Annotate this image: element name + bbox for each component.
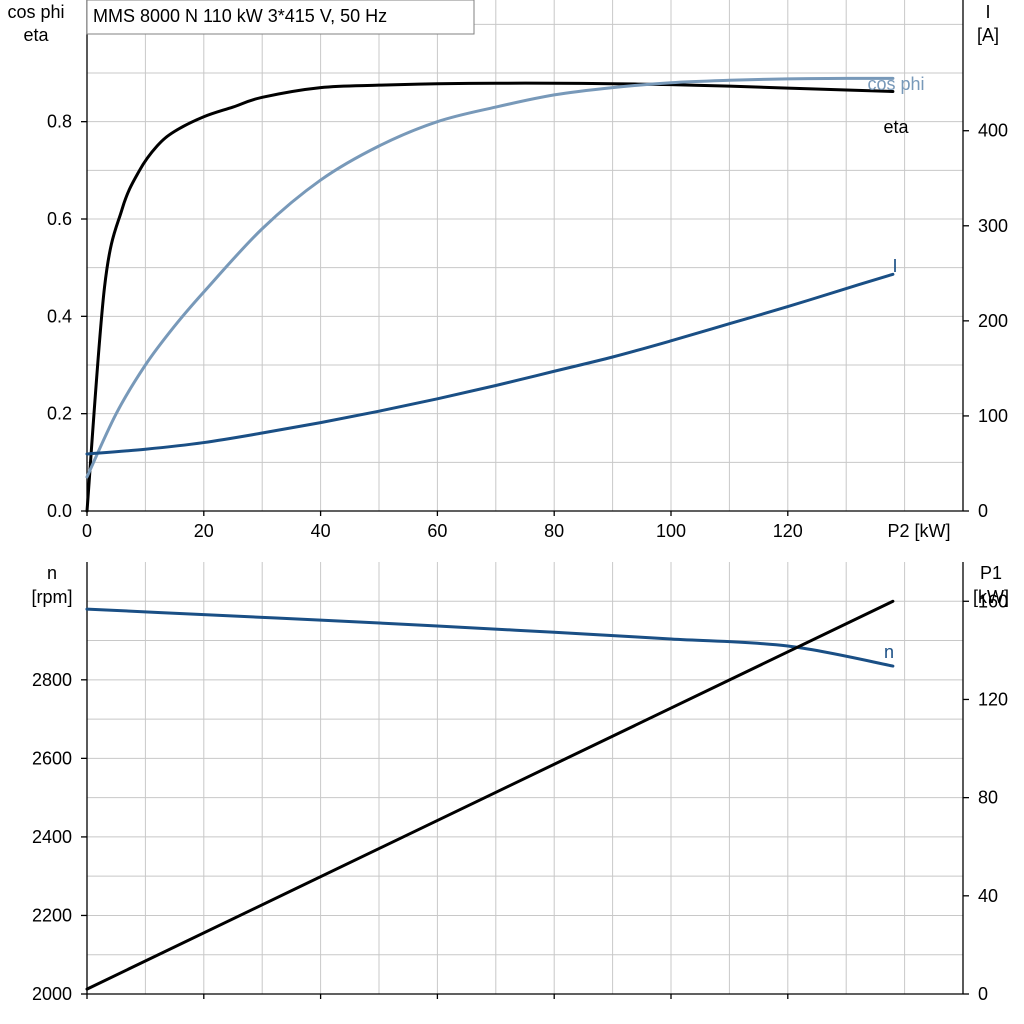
x-tick-label: 20 <box>194 521 214 541</box>
power-input-curve <box>85 599 895 991</box>
right-tick-label: 0 <box>978 501 988 521</box>
right-tick-label: 40 <box>978 886 998 906</box>
left-axis-label: cos phi <box>7 2 64 22</box>
left-axis-label: n <box>47 563 57 583</box>
chart-title: MMS 8000 N 110 kW 3*415 V, 50 Hz <box>93 6 387 26</box>
right-axis-label: [A] <box>977 25 999 45</box>
right-tick-label: 160 <box>978 591 1008 611</box>
x-axis-label: P2 [kW] <box>887 521 950 541</box>
left-axis-label: eta <box>23 25 49 45</box>
series-label-i: I <box>892 256 897 276</box>
top-chart-efficiency-current: 0.0 0.2 0.4 0.6 0.8 0 100 200 300 400 0 20 40 60 80 100… <box>7 0 1008 541</box>
x-tick-label: 80 <box>544 521 564 541</box>
right-axis-label: P1 <box>980 563 1002 583</box>
right-tick-label: 100 <box>978 406 1008 426</box>
left-tick-label: 0.2 <box>47 404 72 424</box>
x-tick-label: 0 <box>82 521 92 541</box>
x-tick-label: 120 <box>773 521 803 541</box>
left-tick-label: 2000 <box>32 984 72 1004</box>
left-axis-label: [rpm] <box>31 587 72 607</box>
left-tick-label: 0.0 <box>47 501 72 521</box>
eta-curve <box>85 81 895 513</box>
right-tick-label: 200 <box>978 311 1008 331</box>
right-axis-label: [kW] <box>973 587 1009 607</box>
cos-phi-curve <box>85 76 895 479</box>
i-curve <box>85 272 895 456</box>
series-label-n: n <box>884 642 894 662</box>
left-tick-label: 0.8 <box>47 112 72 132</box>
right-tick-label: 80 <box>978 788 998 808</box>
x-tick-label: 100 <box>656 521 686 541</box>
left-tick-label: 2800 <box>32 670 72 690</box>
right-tick-label: 120 <box>978 689 1008 709</box>
n-curve <box>85 607 895 668</box>
left-tick-label: 0.4 <box>47 306 72 326</box>
series-label-cos-phi: cos phi <box>867 74 924 94</box>
title-box <box>86 0 475 35</box>
right-axis-label: I <box>985 2 990 22</box>
right-tick-label: 0 <box>978 984 988 1004</box>
left-tick-label: 2400 <box>32 827 72 847</box>
series-label-eta: eta <box>883 117 909 137</box>
right-tick-label: 400 <box>978 121 1008 141</box>
left-tick-label: 2600 <box>32 748 72 768</box>
x-tick-label: 40 <box>311 521 331 541</box>
bottom-chart-speed-power: 2000 2200 2400 2600 2800 0 40 80 120 160 n [rpm] P1 [… <box>31 562 1009 1004</box>
left-tick-label: 2200 <box>32 905 72 925</box>
right-tick-label: 300 <box>978 216 1008 236</box>
x-tick-label: 60 <box>427 521 447 541</box>
left-tick-label: 0.6 <box>47 209 72 229</box>
